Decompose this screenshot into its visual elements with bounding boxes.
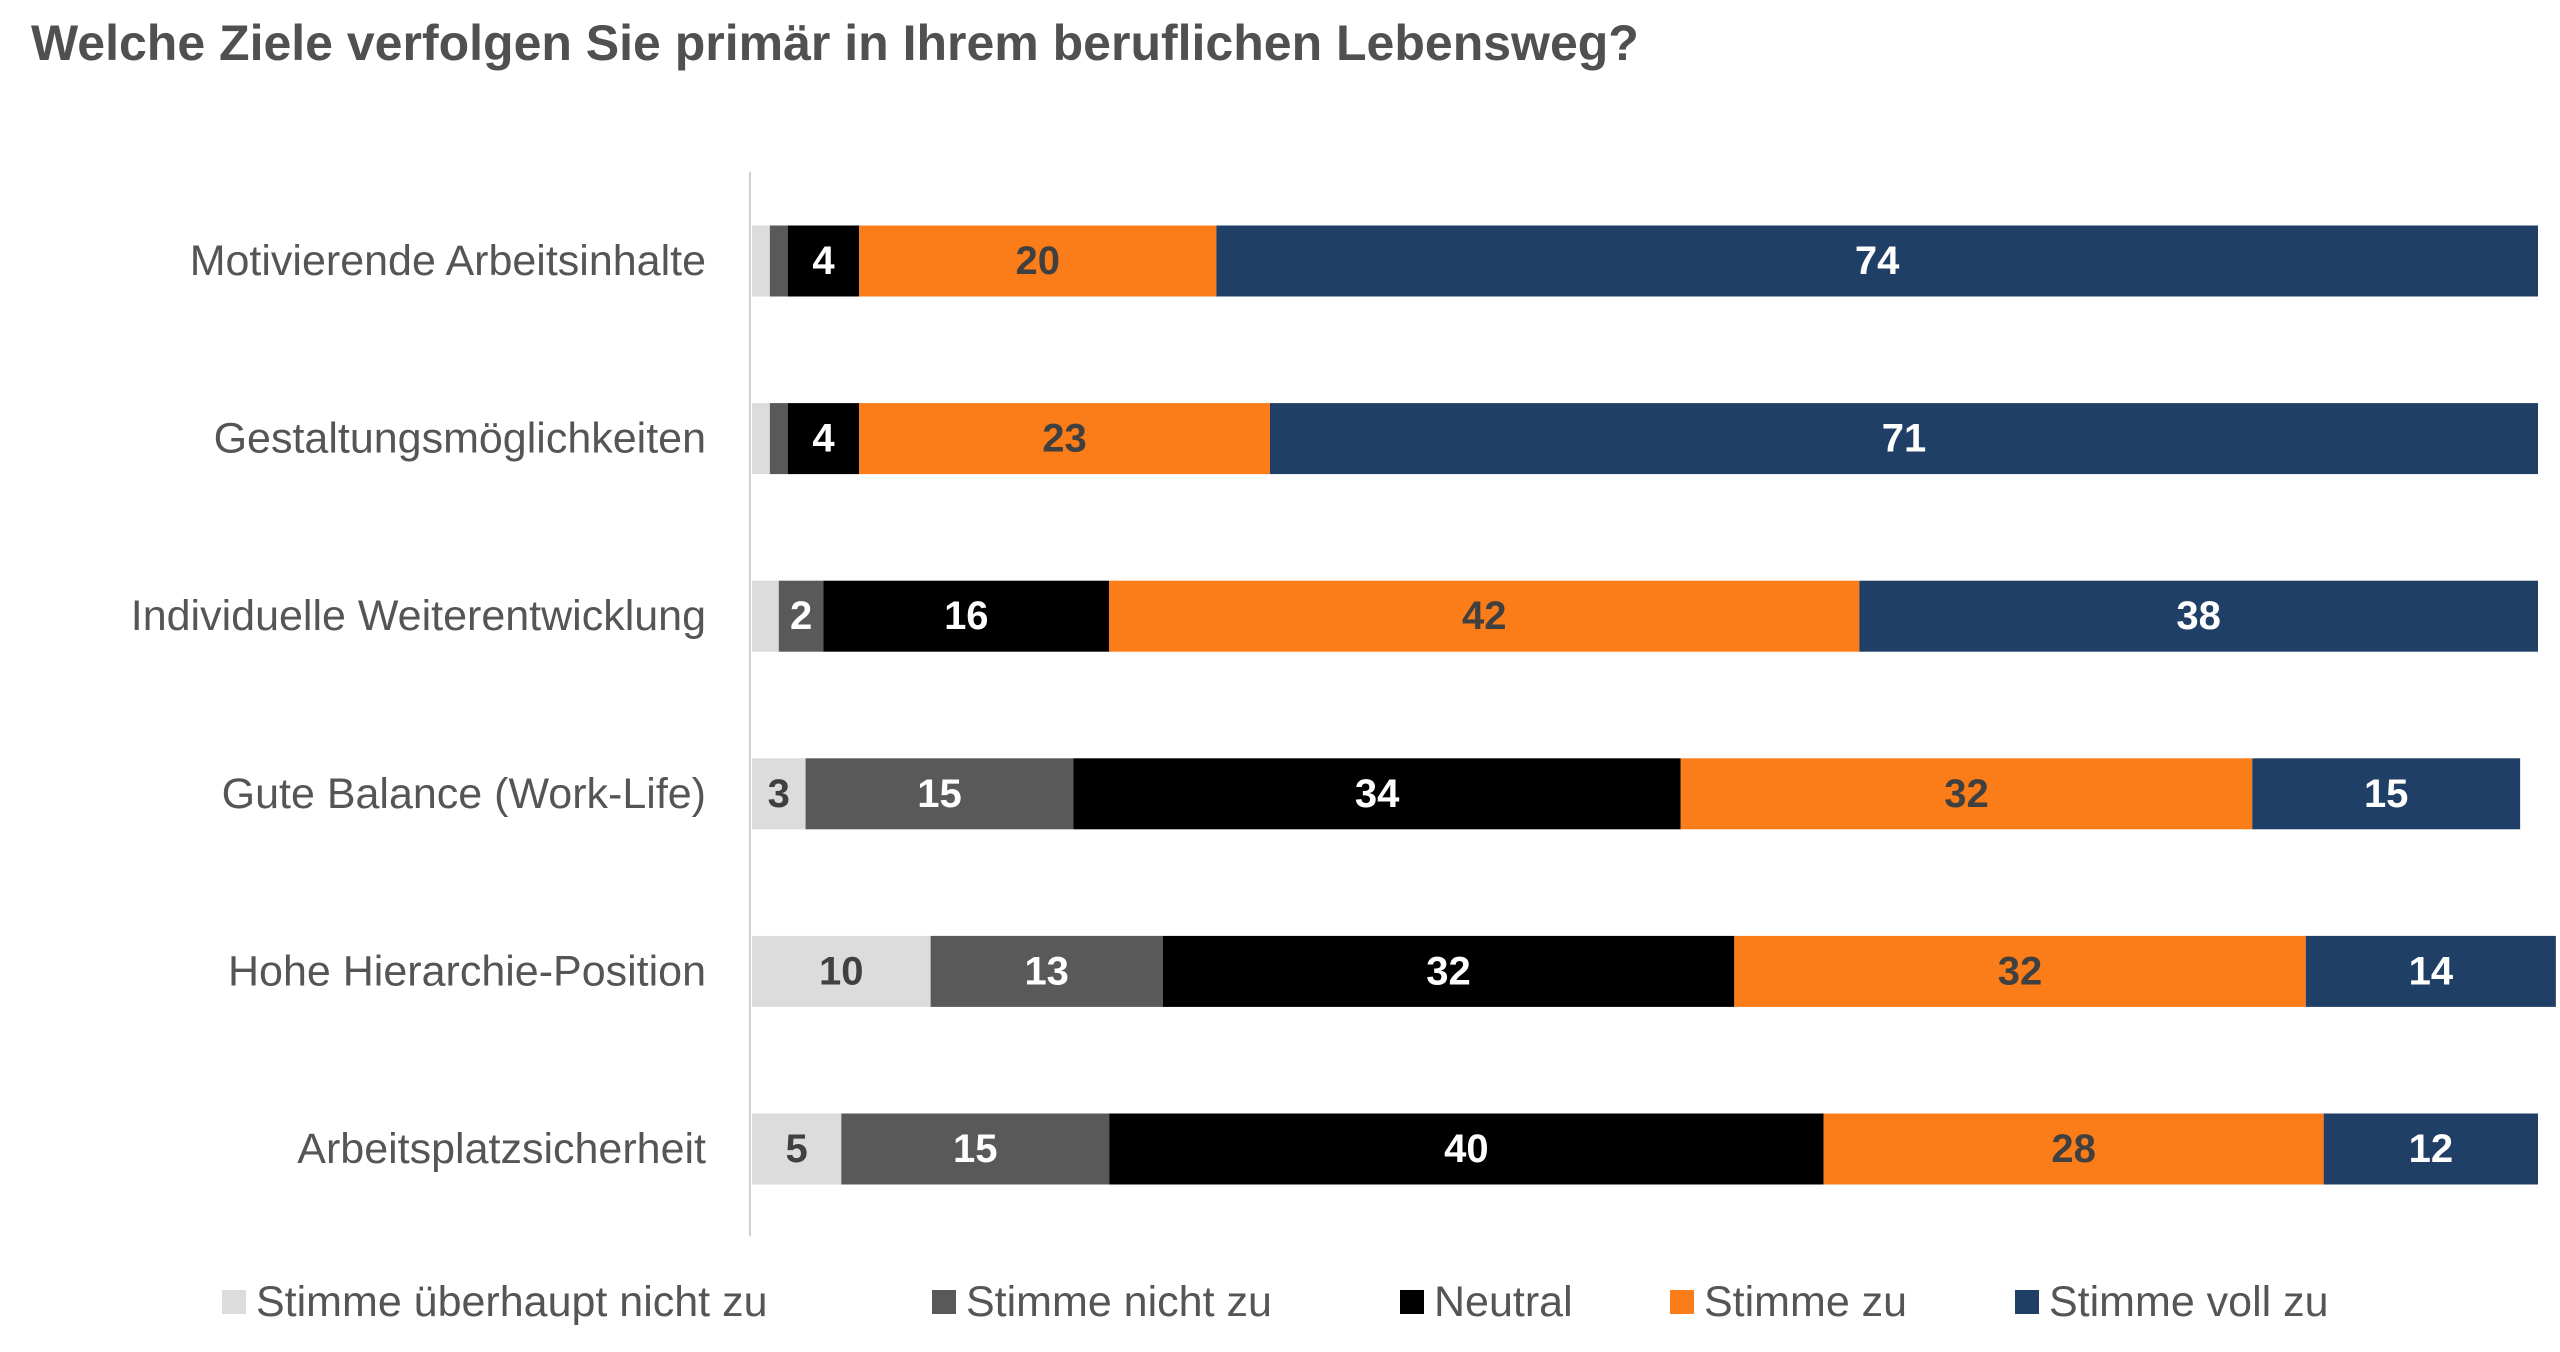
data-label-arbeitsplatzsicherheit-stimme-ueberhaupt-nicht-zu: 5	[786, 1127, 808, 1171]
data-label-motivierende-arbeitsinhalte-stimme-zu: 20	[1016, 239, 1061, 283]
bar-segment-arbeitsplatzsicherheit-stimme-zu	[1823, 1113, 2324, 1185]
data-label-arbeitsplatzsicherheit-stimme-nicht-zu: 15	[953, 1127, 998, 1171]
legend-swatch-stimme-nicht-zu	[932, 1290, 956, 1314]
bar-segment-individuelle-weiterentwicklung-stimme-voll-zu	[1859, 580, 2538, 652]
chart-title: Welche Ziele verfolgen Sie primär in Ihr…	[31, 15, 1639, 71]
bar-segment-hohe-hierarchie-position-stimme-voll-zu	[2305, 935, 2556, 1007]
data-label-hohe-hierarchie-position-stimme-voll-zu: 14	[2409, 949, 2454, 993]
bar-segment-motivierende-arbeitsinhalte-stimme-ueberhaupt-nicht-zu	[752, 225, 770, 297]
bar-segment-hohe-hierarchie-position-stimme-ueberhaupt-nicht-zu	[752, 935, 931, 1007]
data-label-individuelle-weiterentwicklung-stimme-nicht-zu: 2	[790, 594, 812, 638]
data-label-motivierende-arbeitsinhalte-stimme-voll-zu: 74	[1855, 239, 1900, 283]
category-label-gute-balance-work-life: Gute Balance (Work-Life)	[222, 770, 706, 818]
bar-segment-gestaltungsmoeglichkeiten-stimme-voll-zu	[1269, 403, 2538, 475]
bar-segment-arbeitsplatzsicherheit-stimme-voll-zu	[2323, 1113, 2538, 1185]
legend-label-stimme-nicht-zu: Stimme nicht zu	[966, 1278, 1272, 1326]
legend-label-stimme-voll-zu: Stimme voll zu	[2049, 1278, 2329, 1326]
legend: Stimme überhaupt nicht zu Stimme nicht zu…	[222, 1278, 2329, 1326]
category-label-individuelle-weiterentwicklung: Individuelle Weiterentwicklung	[131, 592, 706, 640]
data-label-gute-balance-work-life-stimme-zu: 32	[1944, 772, 1989, 816]
data-label-gestaltungsmoeglichkeiten-stimme-zu: 23	[1042, 417, 1087, 461]
bar-segment-motivierende-arbeitsinhalte-stimme-nicht-zu	[769, 225, 788, 297]
data-label-individuelle-weiterentwicklung-stimme-voll-zu: 38	[2176, 594, 2221, 638]
bar-segment-gestaltungsmoeglichkeiten-stimme-nicht-zu	[769, 403, 788, 475]
category-label-motivierende-arbeitsinhalte: Motivierende Arbeitsinhalte	[190, 237, 706, 285]
category-labels: Motivierende Arbeitsinhalte Gestaltungsmö…	[131, 237, 706, 1173]
bar-segment-arbeitsplatzsicherheit-stimme-nicht-zu	[841, 1113, 1110, 1185]
data-label-hohe-hierarchie-position-stimme-ueberhaupt-nicht-zu: 10	[819, 949, 864, 993]
legend-swatch-stimme-ueberhaupt-nicht-zu	[222, 1290, 246, 1314]
legend-swatch-neutral	[1400, 1290, 1424, 1314]
bar-segment-individuelle-weiterentwicklung-stimme-zu	[1109, 580, 1860, 652]
data-label-gute-balance-work-life-stimme-voll-zu: 15	[2364, 772, 2409, 816]
bar-segment-motivierende-arbeitsinhalte-stimme-voll-zu	[1216, 225, 2538, 297]
data-label-hohe-hierarchie-position-stimme-zu: 32	[1998, 949, 2043, 993]
legend-swatch-stimme-zu	[1670, 1290, 1694, 1314]
bar-segment-gute-balance-work-life-stimme-ueberhaupt-nicht-zu	[752, 758, 806, 830]
data-label-gestaltungsmoeglichkeiten-stimme-voll-zu: 71	[1882, 417, 1927, 461]
bar-segment-motivierende-arbeitsinhalte-stimme-zu	[859, 225, 1217, 297]
bar-segment-gestaltungsmoeglichkeiten-stimme-ueberhaupt-nicht-zu	[752, 403, 770, 475]
data-label-arbeitsplatzsicherheit-stimme-voll-zu: 12	[2409, 1127, 2454, 1171]
legend-label-stimme-ueberhaupt-nicht-zu: Stimme überhaupt nicht zu	[256, 1278, 768, 1326]
bar-segment-arbeitsplatzsicherheit-neutral	[1109, 1113, 1824, 1185]
bar-segment-gute-balance-work-life-neutral	[1073, 758, 1681, 830]
bar-segment-gestaltungsmoeglichkeiten-stimme-zu	[859, 403, 1270, 475]
data-label-gestaltungsmoeglichkeiten-neutral: 4	[812, 417, 835, 461]
bar-segment-individuelle-weiterentwicklung-neutral	[823, 580, 1110, 652]
data-label-individuelle-weiterentwicklung-stimme-zu: 42	[1462, 594, 1507, 638]
data-label-motivierende-arbeitsinhalte-neutral: 4	[812, 239, 835, 283]
bar-segment-individuelle-weiterentwicklung-stimme-nicht-zu	[778, 580, 824, 652]
bar-segment-gute-balance-work-life-stimme-nicht-zu	[805, 758, 1074, 830]
bar-segment-hohe-hierarchie-position-stimme-nicht-zu	[930, 935, 1163, 1007]
data-label-gute-balance-work-life-stimme-nicht-zu: 15	[917, 772, 962, 816]
bar-segment-hohe-hierarchie-position-stimme-zu	[1734, 935, 2306, 1007]
legend-label-neutral: Neutral	[1434, 1278, 1573, 1326]
category-label-arbeitsplatzsicherheit: Arbeitsplatzsicherheit	[297, 1125, 706, 1173]
legend-swatch-stimme-voll-zu	[2015, 1290, 2039, 1314]
data-label-hohe-hierarchie-position-neutral: 32	[1426, 949, 1471, 993]
category-label-gestaltungsmoeglichkeiten: Gestaltungsmöglichkeiten	[214, 415, 706, 463]
bar-segment-motivierende-arbeitsinhalte-neutral	[787, 225, 860, 297]
bar-segment-gute-balance-work-life-stimme-voll-zu	[2252, 758, 2521, 830]
data-label-arbeitsplatzsicherheit-neutral: 40	[1444, 1127, 1489, 1171]
bar-segment-arbeitsplatzsicherheit-stimme-ueberhaupt-nicht-zu	[752, 1113, 842, 1185]
bar-segment-individuelle-weiterentwicklung-stimme-ueberhaupt-nicht-zu	[752, 580, 779, 652]
legend-label-stimme-zu: Stimme zu	[1704, 1278, 1907, 1326]
bar-segment-hohe-hierarchie-position-neutral	[1162, 935, 1735, 1007]
bars: 4 20 74 4 23 71 2 16 42 38 3 15 34 32 15 10 13 32 32 14 5 15 4…	[752, 225, 2556, 1185]
bar-segment-gestaltungsmoeglichkeiten-neutral	[787, 403, 860, 475]
category-label-hohe-hierarchie-position: Hohe Hierarchie-Position	[228, 947, 706, 995]
data-label-arbeitsplatzsicherheit-stimme-zu: 28	[2051, 1127, 2096, 1171]
data-label-gute-balance-work-life-neutral: 34	[1355, 772, 1400, 816]
data-label-individuelle-weiterentwicklung-neutral: 16	[944, 594, 989, 638]
data-label-gute-balance-work-life-stimme-ueberhaupt-nicht-zu: 3	[768, 772, 790, 816]
bar-segment-gute-balance-work-life-stimme-zu	[1680, 758, 2253, 830]
data-label-hohe-hierarchie-position-stimme-nicht-zu: 13	[1024, 949, 1069, 993]
